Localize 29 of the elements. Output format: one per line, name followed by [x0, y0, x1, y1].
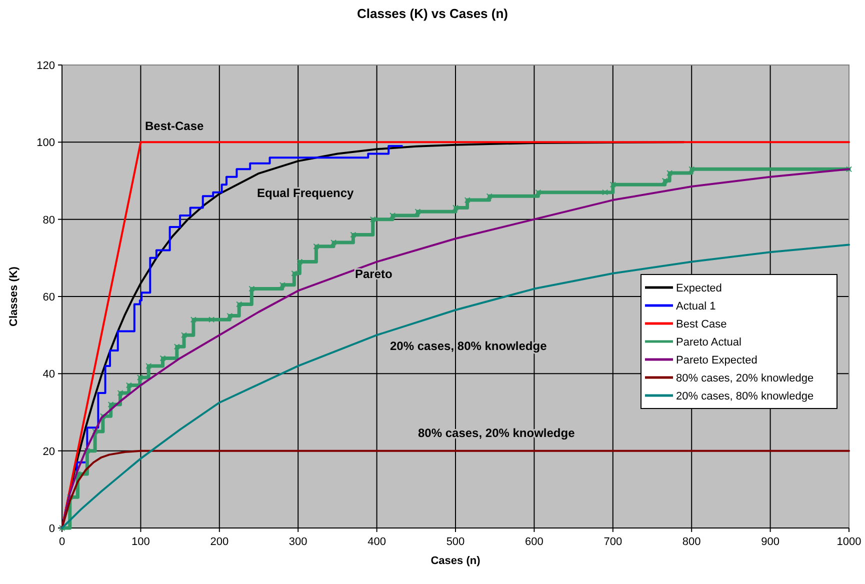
x-tick-label: 0	[58, 536, 66, 548]
x-tick-label: 300	[288, 536, 308, 548]
annotation: Best-Case	[145, 119, 204, 133]
legend-label: Pareto Actual	[676, 336, 742, 348]
y-axis-title: Classes (K)	[8, 266, 20, 326]
legend-label: Best Case	[676, 318, 727, 330]
x-tick-label: 800	[682, 536, 701, 548]
y-tick-label: 80	[42, 214, 55, 226]
x-tick-label: 200	[210, 536, 229, 548]
y-tick-label: 40	[42, 368, 55, 381]
legend-label: Expected	[676, 282, 722, 294]
x-tick-label: 900	[761, 536, 780, 548]
y-tick-label: 120	[36, 60, 55, 72]
x-tick-label: 1000	[836, 536, 862, 548]
x-axis-title: Cases (n)	[430, 555, 481, 567]
chart-title: Classes (K) vs Cases (n)	[356, 6, 508, 21]
y-tick-label: 20	[42, 446, 55, 458]
legend-label: 80% cases, 20% knowledge	[676, 372, 814, 384]
y-tick-label: 100	[36, 137, 55, 150]
x-tick-label: 400	[368, 536, 386, 548]
x-tick-label: 100	[132, 536, 150, 548]
y-tick-label: 0	[48, 523, 55, 535]
x-tick-label: 500	[446, 536, 465, 548]
x-tick-label: 700	[604, 536, 622, 548]
legend-label: Actual 1	[676, 300, 716, 312]
x-tick-label: 600	[525, 536, 544, 548]
legend-label: Pareto Expected	[676, 354, 758, 366]
legend-label: 20% cases, 80% knowledge	[676, 390, 814, 402]
y-tick-label: 60	[42, 292, 55, 304]
